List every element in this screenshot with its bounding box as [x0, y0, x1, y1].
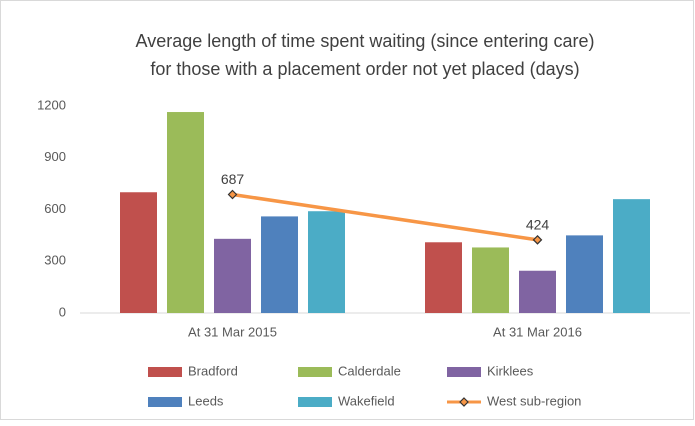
legend-swatch — [298, 367, 332, 377]
chart-title: Average length of time spent waiting (si… — [136, 31, 595, 51]
legend-label: Kirklees — [487, 363, 534, 378]
y-tick-label: 600 — [44, 201, 66, 216]
line — [232, 192, 538, 242]
legend-label: Calderdale — [338, 363, 401, 378]
y-tick-label: 1200 — [37, 97, 66, 112]
line-marker — [227, 189, 238, 200]
line-marker — [532, 235, 543, 245]
bar — [425, 242, 462, 313]
bar — [167, 112, 204, 313]
bar — [613, 199, 650, 313]
data-label: 687 — [221, 171, 245, 187]
x-tick-label: At 31 Mar 2016 — [493, 324, 582, 339]
y-tick-label: 900 — [44, 149, 66, 164]
bar — [519, 270, 556, 313]
legend-swatch — [148, 397, 182, 407]
legend-label: Wakefield — [338, 393, 395, 408]
bar — [472, 247, 509, 313]
bar — [214, 238, 251, 313]
legend-swatch — [459, 397, 469, 407]
legend-label: West sub-region — [487, 393, 581, 408]
legend-swatch — [298, 397, 332, 407]
y-tick-label: 300 — [44, 253, 66, 268]
bar — [308, 211, 345, 313]
legend-label: Leeds — [188, 393, 224, 408]
legend-swatch — [447, 367, 481, 377]
data-label: 424 — [526, 217, 550, 233]
chart-title: for those with a placement order not yet… — [150, 59, 579, 79]
bar — [261, 216, 298, 313]
bar — [120, 192, 157, 313]
x-tick-label: At 31 Mar 2015 — [188, 324, 277, 339]
bar — [566, 235, 603, 313]
legend-label: Bradford — [188, 363, 238, 378]
y-tick-label: 0 — [59, 304, 66, 319]
legend-swatch — [148, 367, 182, 377]
